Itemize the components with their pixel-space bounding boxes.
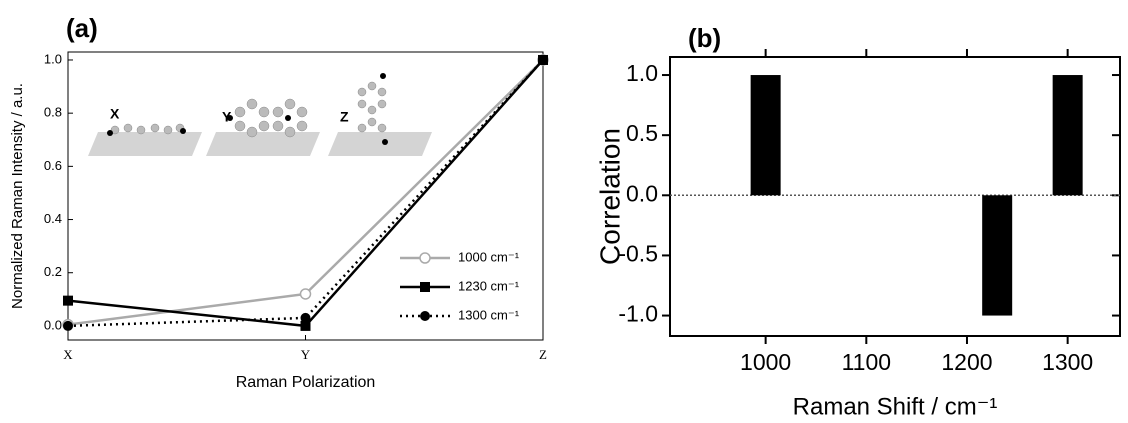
y-tick-label: 0.4 <box>44 211 62 226</box>
legend-marker <box>419 252 431 264</box>
bar <box>1052 75 1083 196</box>
x-axis-label: Raman Polarization <box>236 374 376 391</box>
panel-label: (a) <box>66 13 98 43</box>
plot-frame <box>669 56 1121 337</box>
x-tick-label: 1200 <box>941 349 992 375</box>
y-tick-label: 1.0 <box>44 51 62 66</box>
legend-label: 1230 cm⁻¹ <box>458 278 520 293</box>
inset-sketches <box>88 73 432 156</box>
legend-marker <box>420 311 430 321</box>
x-tick-label: X <box>63 347 73 362</box>
x-tick-label: 1100 <box>842 349 891 375</box>
y-tick-label: 0.0 <box>626 180 658 206</box>
y-tick-label: 1.0 <box>626 60 658 86</box>
x-tick-label: 1000 <box>740 349 791 375</box>
y-tick-label: 0.6 <box>44 158 62 173</box>
legend-marker <box>420 282 430 292</box>
marker <box>63 320 73 331</box>
y-tick-label: 0.5 <box>626 120 658 146</box>
y-tick-label: -1.0 <box>618 301 658 327</box>
x-tick-label: Z <box>539 347 547 362</box>
marker <box>63 295 73 306</box>
legend-label: 1300 cm⁻¹ <box>458 307 520 322</box>
y-tick-label: 0.2 <box>44 264 62 279</box>
y-tick-label: -0.5 <box>618 241 658 267</box>
y-tick-label: 0.0 <box>44 317 62 332</box>
y-axis-label: Correlation <box>594 128 625 265</box>
marker <box>300 312 311 323</box>
y-axis-label: Normalized Raman Intensity / a.u. <box>9 83 26 309</box>
x-axis-label: Raman Shift / cm⁻¹ <box>793 393 998 420</box>
x-tick-label: 1300 <box>1042 349 1093 375</box>
x-tick-label: Y <box>301 347 311 362</box>
bar <box>982 195 1013 316</box>
marker <box>300 320 311 331</box>
legend-label: 1000 cm⁻¹ <box>458 249 520 264</box>
bar <box>750 75 781 196</box>
marker <box>299 288 312 300</box>
inset-label: X <box>110 106 120 122</box>
marker <box>538 54 548 65</box>
series-line <box>67 59 544 328</box>
panel-label: (b) <box>688 23 721 53</box>
inset-label: Y <box>222 109 232 125</box>
y-tick-label: 0.8 <box>44 105 62 120</box>
inset-label: Z <box>340 109 349 125</box>
